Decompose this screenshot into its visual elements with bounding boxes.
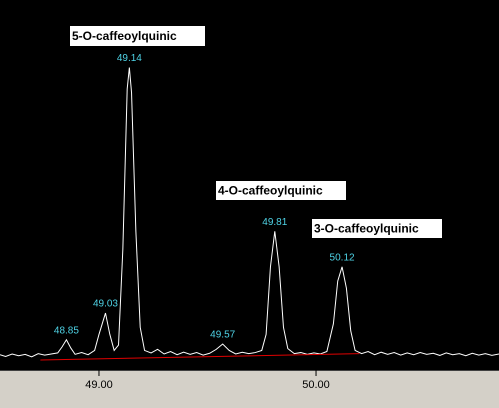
peak-label: 49.81	[262, 217, 287, 228]
peak-label: 49.03	[93, 299, 118, 310]
annotation-box	[216, 181, 346, 200]
peak-label: 49.57	[210, 330, 235, 341]
annotation: 4-O-caffeoylquinic	[218, 184, 323, 198]
x-axis-bar	[0, 370, 499, 408]
peak-label: 48.85	[54, 325, 79, 336]
x-tick-label: 50.00	[302, 379, 330, 391]
peak-label: 49.14	[117, 53, 142, 64]
annotation: 3-O-caffeoylquinic	[314, 222, 419, 236]
peak-label: 50.12	[330, 252, 355, 263]
annotation-box	[70, 26, 205, 46]
annotation: 5-O-caffeoylquinic	[72, 29, 177, 43]
annotation-box	[312, 219, 442, 238]
trace	[0, 67, 499, 358]
trace	[40, 353, 360, 361]
x-tick-label: 49.00	[85, 379, 113, 391]
